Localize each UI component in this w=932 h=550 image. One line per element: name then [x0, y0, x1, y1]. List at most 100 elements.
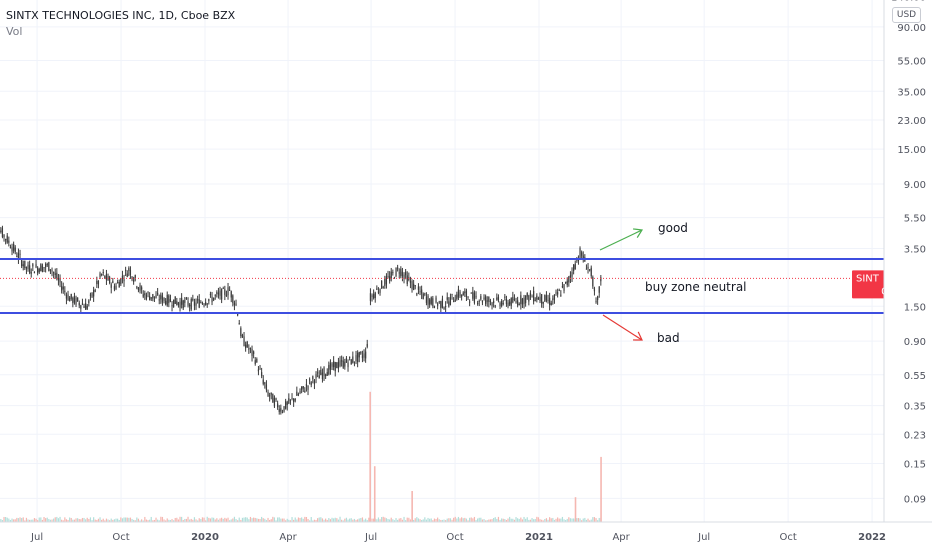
- candle-body: [179, 301, 181, 308]
- price-tick-label: 9.00: [904, 180, 926, 191]
- volume-bar: [491, 519, 493, 522]
- volume-bar: [81, 517, 84, 522]
- candle-body: [465, 290, 468, 298]
- volume-bar: [523, 516, 525, 522]
- volume-bar: [161, 516, 164, 522]
- volume-bar: [533, 519, 535, 522]
- candle-body: [155, 295, 157, 299]
- volume-bar: [283, 518, 285, 522]
- candle-body: [501, 301, 503, 307]
- volume-bar: [510, 518, 512, 522]
- volume-bar: [326, 519, 328, 522]
- candle-body: [534, 299, 536, 301]
- candle-body: [397, 267, 399, 269]
- candle-body: [285, 401, 287, 409]
- volume-bar: [246, 517, 248, 522]
- volume-bar: [109, 520, 111, 522]
- candle-body: [142, 294, 144, 297]
- volume-bar: [597, 520, 599, 522]
- volume-bar: [403, 516, 405, 522]
- candle-body: [123, 279, 125, 282]
- price-axis[interactable]: 140.00 90.00 55.00 35.00 23.00 15.00 9.00 5.50 3…: [883, 0, 932, 550]
- candle-body: [281, 411, 284, 413]
- candle-body: [331, 363, 333, 367]
- candle-body: [288, 398, 290, 404]
- volume-bar: [99, 517, 101, 522]
- volume-bar: [509, 516, 511, 522]
- candle-body: [190, 298, 192, 310]
- candle-body: [557, 292, 559, 295]
- candle-body: [325, 374, 327, 377]
- volume-bar: [315, 519, 317, 522]
- candle-body: [422, 293, 424, 299]
- volume-bar: [526, 517, 528, 522]
- candle-body: [469, 301, 471, 303]
- candle-body: [489, 300, 492, 302]
- candle-body: [102, 271, 104, 273]
- price-tick-label: 23.00: [897, 116, 926, 127]
- candle-body: [217, 292, 220, 295]
- volume-bar: [504, 519, 506, 522]
- candle-body: [496, 297, 498, 300]
- volume-bar: [395, 518, 397, 522]
- volume-bar: [269, 519, 271, 522]
- candle-body: [457, 289, 460, 298]
- volume-bar: [323, 519, 325, 522]
- volume-bar: [14, 519, 16, 522]
- candle-body: [382, 287, 384, 289]
- candle-body: [182, 300, 184, 309]
- candle-body: [472, 291, 474, 299]
- volume-bar: [328, 518, 330, 522]
- volume-bar: [305, 516, 308, 522]
- candle-body: [565, 281, 567, 283]
- volume-bar: [512, 518, 514, 522]
- time-tick-label: Jul: [364, 532, 377, 543]
- volume-bar: [85, 519, 87, 522]
- candle-body: [240, 328, 242, 336]
- currency-button[interactable]: USD: [892, 7, 921, 23]
- volume-bar: [430, 518, 432, 522]
- volume-indicator-label[interactable]: Vol: [6, 25, 23, 38]
- candle-body: [19, 253, 21, 255]
- candle-body: [262, 379, 264, 384]
- candle-body: [531, 296, 533, 298]
- candle-body: [214, 295, 216, 297]
- candle-body: [381, 280, 383, 289]
- volume-bar: [573, 518, 575, 522]
- candle-body: [165, 300, 167, 305]
- volume-bar: [379, 519, 381, 522]
- volume-bar: [197, 520, 199, 522]
- candle-body: [403, 274, 405, 279]
- candle-body: [549, 297, 551, 305]
- candle-body: [317, 372, 319, 374]
- candle-body: [360, 351, 362, 354]
- candle-body: [390, 271, 392, 279]
- candle-body: [339, 360, 341, 366]
- candle-body: [246, 341, 248, 347]
- candle-body: [245, 344, 247, 349]
- volume-bar: [390, 517, 392, 522]
- volume-bar: [259, 518, 261, 522]
- volume-bar: [432, 520, 434, 522]
- candle-body: [65, 294, 68, 299]
- candle-body: [341, 360, 343, 362]
- volume-bar: [185, 518, 188, 522]
- time-tick-label: Oct: [446, 532, 463, 543]
- volume-bar: [325, 518, 327, 522]
- candle-body: [270, 392, 272, 395]
- volume-bar: [105, 518, 108, 522]
- volume-bar: [590, 519, 592, 522]
- volume-bar: [424, 517, 426, 522]
- volume-bar: [125, 517, 127, 522]
- volume-bar: [389, 519, 391, 522]
- volume-bar: [435, 518, 437, 522]
- candle-body: [485, 296, 487, 304]
- time-axis[interactable]: Jul Oct 2020 Apr Jul Oct 2021 Apr Jul Oct 2022: [0, 521, 932, 543]
- volume-bar: [265, 520, 268, 522]
- candle-body: [88, 300, 90, 303]
- candle-body: [369, 293, 372, 301]
- volume-bar: [243, 517, 245, 522]
- candle-body: [573, 264, 575, 271]
- volume-bar: [505, 520, 508, 522]
